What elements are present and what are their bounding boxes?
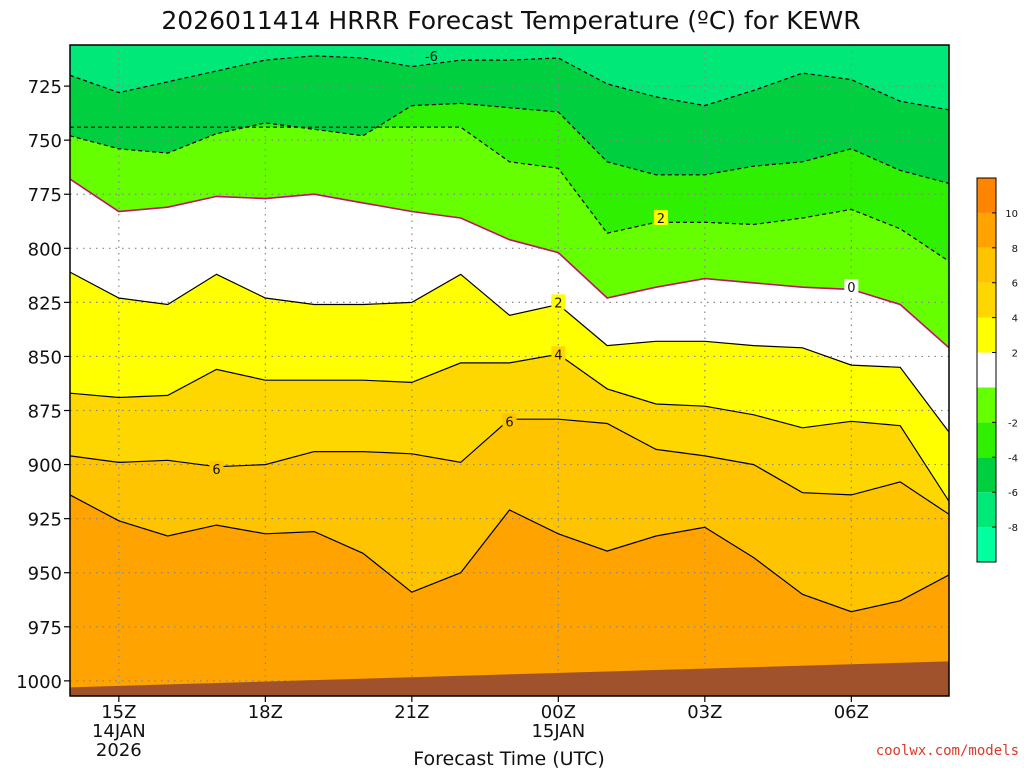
- y-tick-label: 900: [28, 456, 62, 477]
- x-axis-label: Forecast Time (UTC): [413, 748, 604, 768]
- x-tick-label: 15Z: [101, 702, 136, 723]
- colorbar-label: -8: [1008, 523, 1018, 534]
- colorbar-label: 6: [1012, 279, 1018, 290]
- colorbar-swatch: [977, 282, 996, 318]
- ground-surface: [70, 661, 949, 696]
- y-tick-label: 875: [28, 402, 62, 423]
- y-tick-label: 775: [28, 185, 62, 206]
- contour-label: 6: [505, 415, 513, 430]
- grid: [70, 45, 949, 696]
- x-tick-date: 15JAN: [531, 721, 585, 742]
- colorbar-label: 4: [1012, 314, 1018, 325]
- contour-label-bg: [844, 279, 859, 295]
- colorbar: -8 -6 -4 -2 2 4 6 8 10: [976, 177, 1018, 563]
- isotherm-0: [70, 178, 949, 349]
- contour-label-bg: [551, 346, 566, 362]
- x-tick-label: 06Z: [834, 702, 869, 723]
- colorbar-swatch: [977, 387, 996, 423]
- colorbar-swatch: [977, 247, 996, 283]
- y-tick-label: 1000: [16, 672, 62, 693]
- x-tick-label: 00Z: [541, 702, 576, 723]
- colorbar-label: -2: [1008, 418, 1018, 429]
- colorbar-label: 10: [1005, 209, 1018, 220]
- colorbar-swatch: [977, 457, 996, 493]
- colorbar-swatch: [977, 178, 996, 213]
- contour-label-bg: [653, 210, 668, 226]
- colorbar-swatch: [977, 527, 996, 562]
- y-tick-label: 750: [28, 131, 62, 152]
- plot-frame: [69, 44, 950, 697]
- colorbar-label: 2: [1012, 349, 1018, 360]
- y-tick-label: 850: [28, 347, 62, 368]
- y-tick-label: 825: [28, 293, 62, 314]
- isotherm-2: [70, 271, 949, 433]
- contour-label: 0: [847, 281, 855, 296]
- y-tick-label: 975: [28, 618, 62, 639]
- colorbar-label: -4: [1008, 453, 1018, 464]
- colorbar-swatch: [977, 352, 996, 388]
- x-tick-date: 14JAN: [92, 721, 146, 742]
- colorbar-label: 8: [1012, 244, 1018, 255]
- contour-label-bg: [424, 47, 439, 63]
- colorbar-label: -6: [1008, 488, 1018, 499]
- temperature-band: [70, 45, 949, 110]
- y-tick-label: 950: [28, 564, 62, 585]
- contour-label: 2: [554, 296, 562, 311]
- x-tick-year: 2026: [96, 740, 142, 761]
- x-tick-label: 18Z: [248, 702, 283, 723]
- isotherm-8: [70, 494, 949, 613]
- contour-label-bg: [502, 413, 517, 429]
- contour-label-bg: [551, 294, 566, 310]
- temperature-bands: [70, 45, 949, 696]
- colorbar-swatch: [977, 317, 996, 353]
- source-credit[interactable]: coolwx.com/models: [876, 743, 1019, 759]
- x-tick-label: 03Z: [687, 702, 722, 723]
- colorbar-swatch: [977, 422, 996, 458]
- chart-title: 2026011414 HRRR Forecast Temperature (ºC…: [161, 6, 860, 35]
- contour-label: 2: [657, 212, 665, 227]
- plot-area: -6 2 4 6 6 2 0 725 750 775 800 825 850 875 900 925 950 97…: [16, 44, 950, 761]
- colorbar-swatch: [977, 212, 996, 248]
- colorbar-frame: [976, 177, 997, 563]
- colorbar-swatch: [977, 492, 996, 528]
- contour-label: 6: [212, 463, 220, 478]
- isotherm--4: [70, 102, 949, 184]
- isotherm--2: [70, 126, 949, 262]
- y-tick-label: 725: [28, 77, 62, 98]
- contour-label-bg: [209, 460, 224, 476]
- contour-label: 4: [554, 348, 562, 363]
- contour-label: -6: [425, 50, 438, 65]
- x-tick-label: 21Z: [394, 702, 429, 723]
- y-tick-label: 800: [28, 239, 62, 260]
- y-tick-label: 925: [28, 510, 62, 531]
- isotherm-4: [70, 353, 949, 502]
